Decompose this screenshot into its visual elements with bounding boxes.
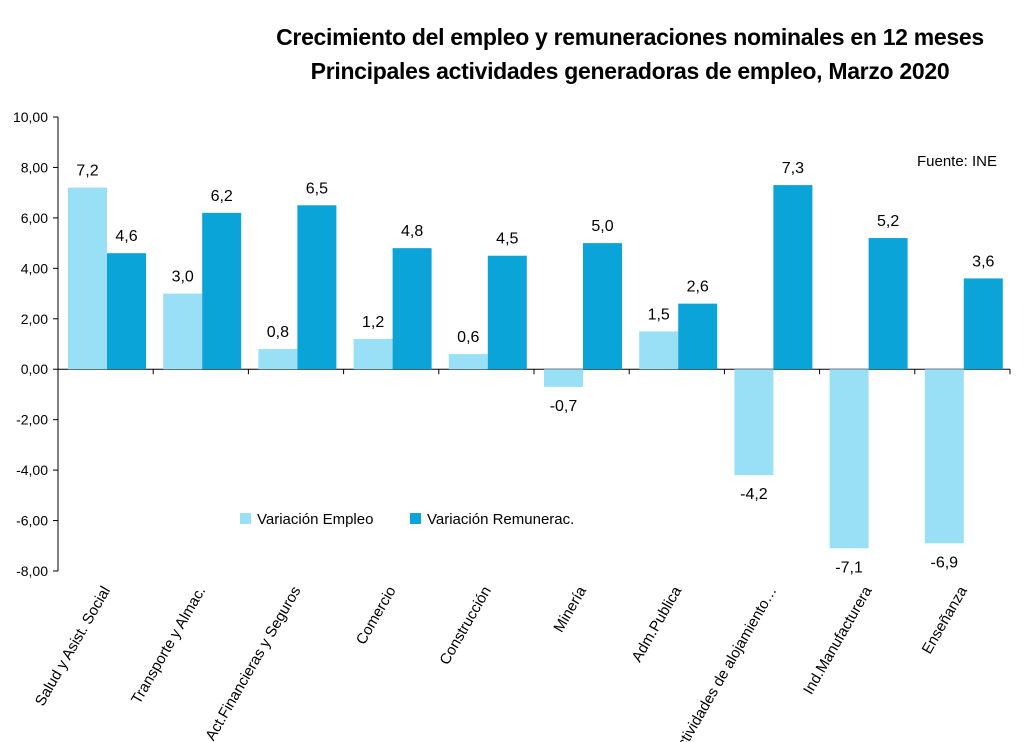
- bar: [353, 338, 393, 370]
- bar: [678, 303, 718, 370]
- bar: [258, 349, 298, 370]
- bar: [868, 238, 908, 370]
- data-label: 7,3: [782, 160, 804, 177]
- y-tick-label: -6,00: [16, 513, 48, 529]
- x-tick-label: Ind.Manufacturera: [800, 583, 876, 697]
- legend-label: Variación Remunerac.: [427, 511, 574, 528]
- y-tick-label: 2,00: [21, 311, 48, 327]
- legend-swatch: [410, 513, 421, 524]
- data-label: 5,0: [591, 218, 613, 235]
- data-label: 4,5: [496, 231, 518, 248]
- bar: [583, 243, 622, 370]
- data-label: -4,2: [740, 486, 768, 503]
- x-tick-labels: Salud y Asist. Social Transporte y Almac.…: [32, 583, 971, 742]
- x-tick-label: Act.Financieras y Seguros: [202, 584, 304, 742]
- legend-swatch: [240, 513, 251, 524]
- chart-title: Crecimiento del empleo y remuneraciones …: [276, 24, 984, 50]
- legend-label: Variación Empleo: [257, 511, 373, 528]
- y-tick-label: 4,00: [21, 260, 48, 276]
- bar: [544, 369, 583, 387]
- data-label: 3,6: [972, 253, 994, 270]
- data-label: 6,2: [211, 188, 233, 205]
- data-labels: 7,2 3,0 0,8 1,2 0,6 -0,7 1,5 -4,2 -7,1 -6,9 4,6 6,2…: [76, 160, 994, 576]
- bar: [107, 253, 146, 370]
- x-tick-label: Adm.Publica: [628, 583, 685, 665]
- data-label: 4,6: [115, 228, 137, 245]
- y-tick-label: 8,00: [21, 159, 48, 175]
- data-label: 0,8: [267, 324, 289, 341]
- data-label: -6,9: [931, 554, 959, 571]
- data-label: -0,7: [550, 398, 578, 415]
- legend: Variación Empleo Variación Remunerac.: [240, 511, 574, 528]
- data-label: 3,0: [172, 269, 194, 286]
- y-tick-label: 6,00: [21, 210, 48, 226]
- y-tick-label: -8,00: [16, 563, 48, 579]
- chart-subtitle: Principales actividades generadoras de e…: [310, 58, 950, 84]
- data-label: 2,6: [687, 279, 709, 296]
- data-label: 1,5: [648, 306, 670, 323]
- source-note: Fuente: INE: [917, 153, 997, 170]
- data-label: 5,2: [877, 213, 899, 230]
- data-label: 1,2: [362, 314, 384, 331]
- bars: [68, 185, 1003, 549]
- y-tick-label: 0,00: [21, 361, 48, 377]
- bar: [963, 278, 1003, 370]
- axes: 10,00 8,00 6,00 4,00 2,00 0,00 -2,00 -4,00 -6,00…: [13, 109, 1011, 579]
- x-tick-label: Construcción: [436, 584, 494, 668]
- x-tick-label: Salud y Asist. Social: [32, 584, 114, 709]
- x-tick-label: Comercio: [353, 584, 400, 648]
- bar: [829, 369, 869, 549]
- bar: [734, 369, 774, 476]
- bar: [773, 185, 813, 370]
- data-label: -7,1: [835, 559, 863, 576]
- x-tick-label: Minería: [550, 583, 590, 635]
- bar: [448, 354, 488, 370]
- x-tick-label: Enseñanza: [919, 583, 972, 657]
- bar: [924, 369, 964, 544]
- data-label: 0,6: [457, 329, 479, 346]
- x-tick-label: Actividades de alojamiento…: [669, 584, 780, 742]
- x-tick-label: Transporte y Almac.: [128, 584, 209, 708]
- y-tick-label: -4,00: [16, 462, 48, 478]
- data-label: 4,8: [401, 223, 423, 240]
- bar: [163, 293, 203, 370]
- bar: [297, 205, 337, 370]
- data-label: 7,2: [76, 163, 98, 180]
- bar: [202, 212, 242, 370]
- bar: [392, 248, 432, 370]
- bar: [68, 187, 107, 370]
- data-label: 6,5: [306, 180, 328, 197]
- bar: [487, 255, 527, 370]
- y-tick-label: -2,00: [16, 412, 48, 428]
- y-tick-label: 10,00: [13, 109, 48, 125]
- bar: [639, 331, 679, 370]
